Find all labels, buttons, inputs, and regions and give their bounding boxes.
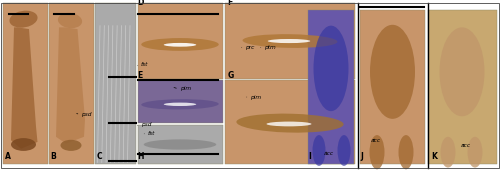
Ellipse shape [370,25,415,119]
Text: acc: acc [324,150,334,156]
Ellipse shape [142,38,219,51]
Bar [428,10,497,164]
Ellipse shape [144,139,216,150]
Bar [225,80,355,164]
Text: B: B [50,152,56,161]
Ellipse shape [312,135,326,166]
Bar [138,80,222,123]
Ellipse shape [142,99,218,109]
Text: prc: prc [245,45,254,50]
Ellipse shape [398,135,413,169]
Ellipse shape [58,13,82,28]
Text: H: H [138,152,144,161]
Text: pim: pim [250,95,261,100]
Text: I: I [308,152,311,161]
Ellipse shape [440,27,484,116]
Text: A: A [5,152,11,161]
Text: C: C [96,152,102,161]
Ellipse shape [236,114,344,133]
Text: psd: psd [141,122,152,127]
Bar [95,3,136,164]
Ellipse shape [164,103,196,106]
Text: ptm: ptm [264,45,276,50]
Ellipse shape [370,135,384,169]
Bar [225,3,355,79]
Text: K: K [431,152,437,161]
Ellipse shape [60,140,82,151]
Ellipse shape [266,122,312,126]
Ellipse shape [268,39,310,43]
Ellipse shape [242,34,338,48]
Text: acc: acc [371,138,381,143]
Text: D: D [138,0,144,7]
Text: E: E [138,71,143,80]
Text: fst: fst [141,62,148,68]
Polygon shape [11,27,38,149]
Text: acc: acc [460,143,470,148]
Bar [48,3,94,164]
Text: pim: pim [180,86,191,91]
Ellipse shape [10,11,38,28]
Ellipse shape [164,43,196,47]
Polygon shape [56,27,85,144]
Bar [2,3,48,164]
Text: psd: psd [81,112,92,117]
Bar [308,10,354,164]
Text: J: J [360,152,363,161]
Text: G: G [228,71,234,80]
Ellipse shape [11,138,36,151]
Text: F: F [228,0,233,7]
Ellipse shape [314,26,348,111]
Text: fst: fst [148,131,155,136]
Bar [138,125,222,164]
Ellipse shape [468,137,482,168]
Ellipse shape [440,137,456,168]
Bar [138,3,222,79]
Bar [360,10,425,164]
Ellipse shape [338,135,350,166]
